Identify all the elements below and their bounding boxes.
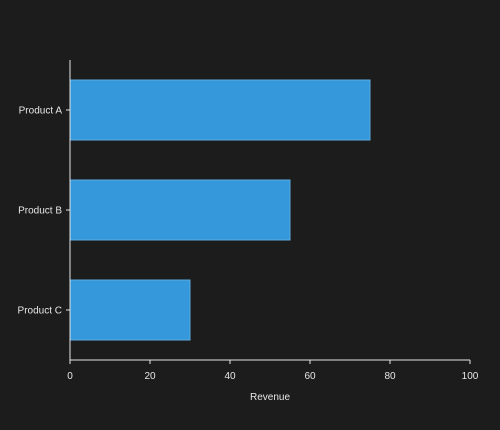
- bar-product-a: [69, 79, 371, 141]
- x-axis-title: Revenue: [250, 392, 290, 403]
- x-tick-label: 60: [304, 371, 316, 382]
- x-tick-label: 0: [67, 371, 73, 382]
- y-tick-label: Product C: [18, 306, 62, 317]
- y-tick-label: Product A: [19, 106, 63, 117]
- bar-product-c: [69, 279, 191, 341]
- bar-product-b: [69, 179, 291, 241]
- x-ticks-group: 0 20 40 60 80 100: [67, 360, 479, 382]
- bars-group: [69, 79, 371, 341]
- y-tick-label: Product B: [18, 206, 62, 217]
- y-ticks-group: Product A Product B Product C: [18, 106, 70, 317]
- x-tick-label: 100: [462, 371, 479, 382]
- x-tick-label: 80: [384, 371, 396, 382]
- x-tick-label: 20: [144, 371, 156, 382]
- x-tick-label: 40: [224, 371, 236, 382]
